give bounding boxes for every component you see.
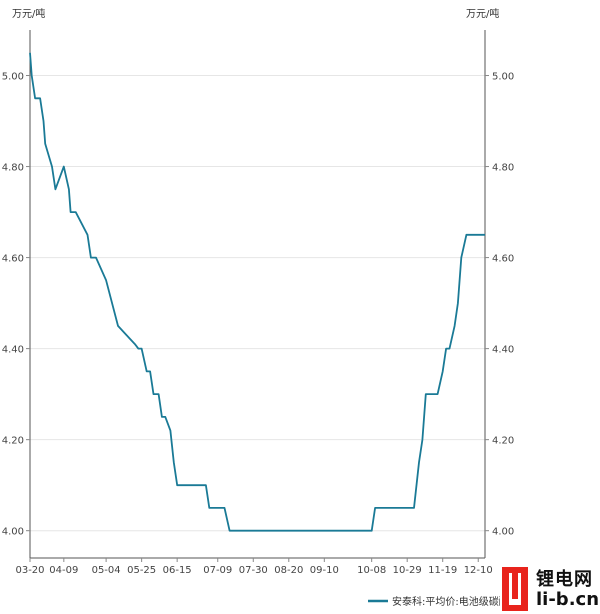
logo-mark-icon	[502, 567, 528, 611]
x-tick-label: 03-20	[15, 565, 44, 576]
logo-en-text: li-b.cn	[536, 589, 600, 610]
y-tick-label-left: 4.80	[2, 163, 24, 174]
x-tick-label: 12-10	[464, 565, 493, 576]
x-axis-ticks: 03-20 04-09 05-04 05-25 06-15 07-09 07-30 08-20…	[15, 558, 493, 576]
y-tick-label-right: 4.80	[492, 163, 514, 174]
y-tick-label-left: 4.20	[2, 436, 24, 447]
y-tick-label-left: 4.60	[2, 254, 24, 265]
x-tick-label: 06-15	[163, 565, 192, 576]
x-tick-label: 07-09	[203, 565, 232, 576]
y-tick-label-left: 4.40	[2, 345, 24, 356]
x-tick-label: 09-10	[310, 565, 339, 576]
x-tick-label: 07-30	[239, 565, 268, 576]
y-tick-label-left: 4.00	[2, 527, 24, 538]
x-tick-label: 05-04	[92, 565, 121, 576]
y-tick-label-right: 4.60	[492, 254, 514, 265]
y-tick-label-right: 5.00	[492, 72, 514, 83]
li-b-logo-watermark: 锂电网 li-b.cn	[500, 565, 600, 614]
x-tick-label: 08-20	[274, 565, 303, 576]
series-line	[29, 52, 485, 532]
y-tick-label-right: 4.40	[492, 345, 514, 356]
series-layer	[29, 52, 485, 532]
y-axis-right-unit: 万元/吨	[466, 7, 499, 20]
y-tick-label-right: 4.00	[492, 527, 514, 538]
y-axis-left-unit: 万元/吨	[12, 7, 45, 20]
x-tick-label: 11-19	[428, 565, 457, 576]
y-axis-right-ticks: 4.00 4.20 4.40 4.60 4.80 5.00	[485, 72, 514, 538]
x-tick-label: 04-09	[49, 565, 78, 576]
logo-cn-text: 锂电网	[536, 569, 593, 590]
x-tick-label: 10-29	[393, 565, 422, 576]
x-tick-label: 05-25	[127, 565, 156, 576]
y-tick-label-right: 4.20	[492, 436, 514, 447]
y-axis-left-ticks: 4.00 4.20 4.40 4.60 4.80 5.00	[2, 72, 30, 538]
y-tick-label-left: 5.00	[2, 72, 24, 83]
x-tick-label: 10-08	[357, 565, 386, 576]
grid-lines	[30, 75, 485, 532]
